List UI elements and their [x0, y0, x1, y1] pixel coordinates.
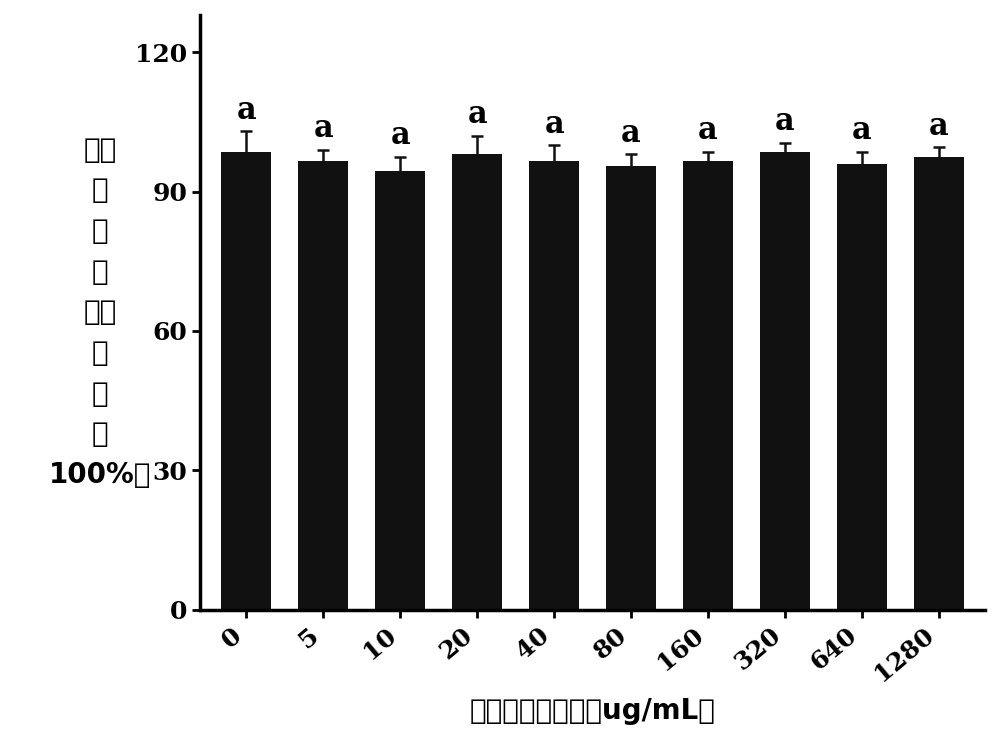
Text: 率: 率 — [92, 258, 109, 286]
Text: a: a — [852, 115, 872, 147]
Text: 活: 活 — [92, 217, 109, 245]
Bar — [683, 161, 733, 610]
Text: a: a — [621, 118, 641, 149]
Text: 存: 存 — [92, 176, 109, 204]
Text: a: a — [544, 109, 564, 140]
Text: 100%）: 100%） — [49, 461, 152, 489]
Text: a: a — [237, 95, 256, 126]
X-axis label: 豆芋叶多糖浓度（ug/mL）: 豆芋叶多糖浓度（ug/mL） — [470, 697, 716, 725]
Text: a: a — [698, 115, 718, 147]
Bar — [606, 166, 656, 610]
Bar — [837, 164, 887, 610]
Text: （对: （对 — [84, 298, 117, 326]
Text: 组: 组 — [92, 380, 109, 408]
Text: 细胞: 细胞 — [84, 135, 117, 164]
Text: a: a — [775, 106, 795, 137]
Text: a: a — [467, 99, 487, 130]
Bar — [298, 161, 348, 610]
Text: a: a — [314, 113, 333, 144]
Text: a: a — [390, 120, 410, 151]
Bar — [452, 155, 502, 610]
Bar — [529, 161, 579, 610]
Text: 照: 照 — [92, 339, 109, 367]
Bar — [914, 157, 964, 610]
Text: a: a — [929, 111, 949, 142]
Bar — [221, 152, 271, 610]
Bar — [375, 171, 425, 610]
Text: 为: 为 — [92, 420, 109, 448]
Bar — [760, 152, 810, 610]
